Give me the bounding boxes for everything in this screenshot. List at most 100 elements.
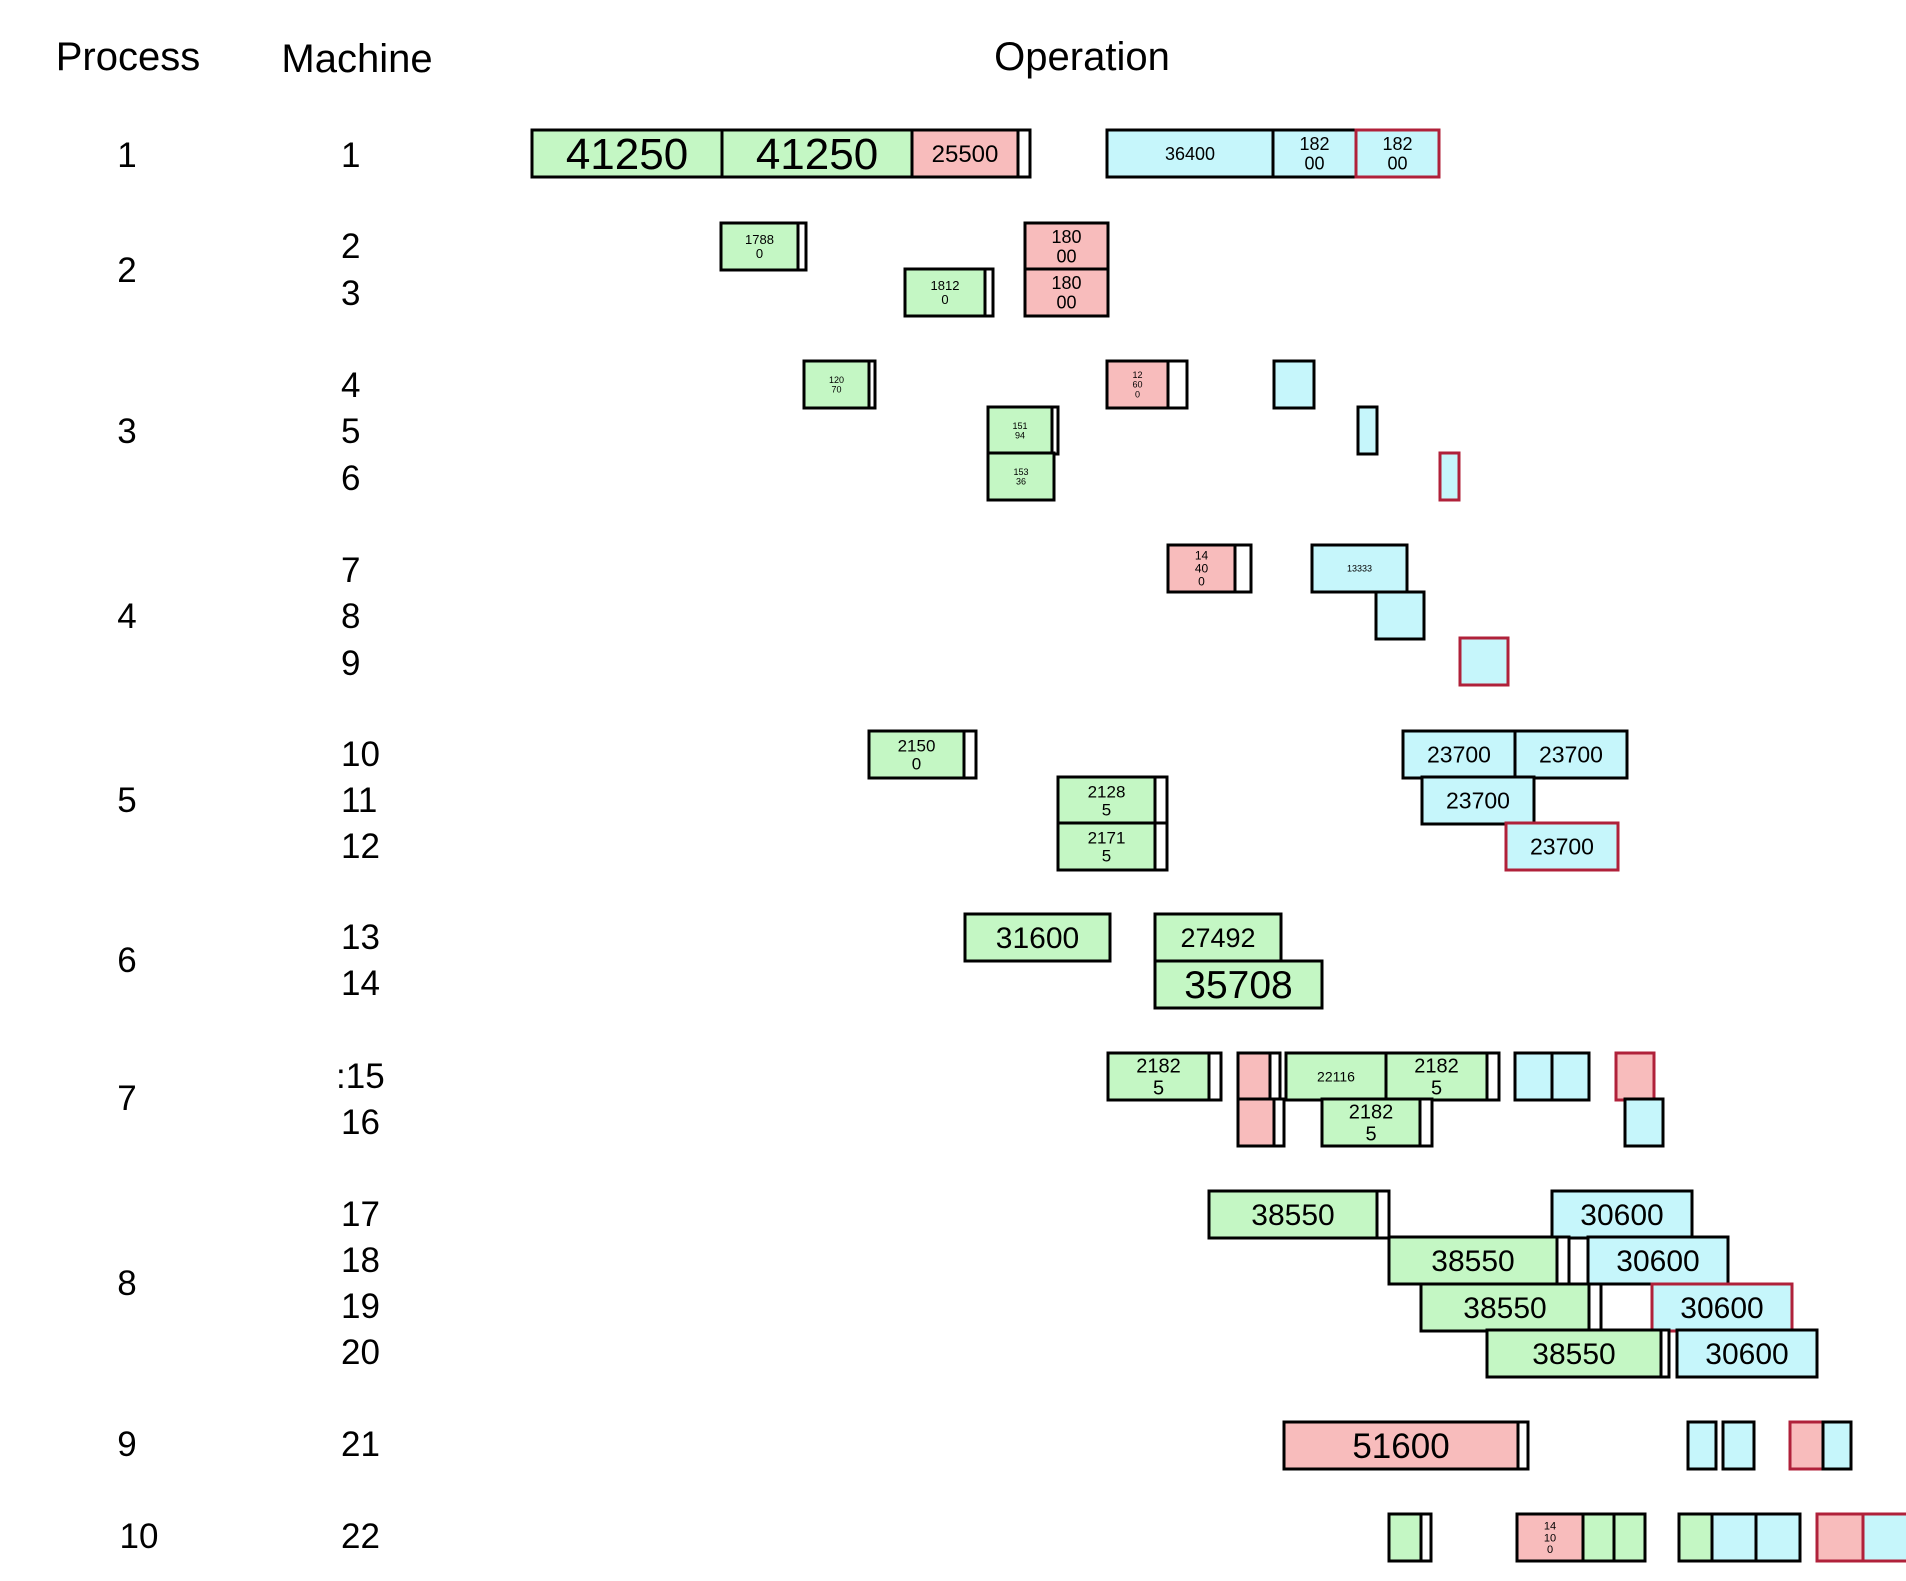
- machine-label: 18: [341, 1241, 380, 1280]
- operation-label: 30600: [1580, 1199, 1663, 1232]
- operation-block: 23700: [1401, 729, 1517, 780]
- operation-label: 38550: [1463, 1292, 1546, 1325]
- operation-label: 22116: [1317, 1068, 1355, 1084]
- operation-bar: [1023, 221, 1110, 272]
- operation-end-bar: [1375, 1189, 1391, 1240]
- operation-bar: [1384, 1051, 1501, 1102]
- operation-block: 14 10 0: [1515, 1512, 1585, 1563]
- operation-block: 12 60 0: [1105, 359, 1189, 410]
- operation-block: 27492: [1153, 912, 1283, 963]
- operation-bar: [1438, 451, 1461, 502]
- operation-end-bar: [1166, 359, 1189, 410]
- operation-bar: [1513, 729, 1629, 780]
- operation-block: [1236, 1097, 1286, 1148]
- machine-label: 8: [341, 597, 360, 636]
- operation-label: 12 60 0: [1132, 370, 1142, 399]
- operation-label: 35708: [1184, 964, 1292, 1007]
- operation-bar: [1153, 912, 1283, 963]
- machine-label: 1: [341, 136, 360, 175]
- operation-label: 151 94: [1012, 421, 1027, 441]
- operation-block: [1356, 405, 1379, 456]
- operation-bar: [1282, 1420, 1530, 1471]
- operation-block: [1387, 1512, 1433, 1563]
- operation-block: 2150 0: [867, 729, 978, 780]
- operation-bar: [1861, 1512, 1906, 1563]
- machine-label: 20: [341, 1333, 380, 1372]
- operation-bar: [1612, 1512, 1647, 1563]
- operation-label: 23700: [1530, 834, 1594, 860]
- operation-bar: [1754, 1512, 1802, 1563]
- operation-label: 153 36: [1013, 467, 1028, 487]
- process-label: 2: [117, 251, 136, 290]
- operation-block: 38550: [1485, 1328, 1671, 1379]
- operation-block: 182 00: [1354, 128, 1441, 179]
- operation-label: 31600: [996, 922, 1079, 955]
- operation-block: [1614, 1051, 1656, 1102]
- operation-label: 182 00: [1299, 134, 1329, 173]
- operation-blocks: 41250 41250 25500 36400 182 00 182 00 1788 0 180 00…: [530, 128, 1906, 1563]
- machine-header: Machine: [281, 37, 432, 81]
- operation-label: 30600: [1680, 1292, 1763, 1325]
- operation-block: [1438, 451, 1461, 502]
- operation-end-bar: [1587, 1282, 1603, 1333]
- operation-label: 14 40 0: [1195, 549, 1209, 589]
- operation-bar: [903, 267, 995, 318]
- operation-label: 25500: [932, 141, 999, 168]
- operation-label: 51600: [1352, 1427, 1449, 1466]
- operation-block: 151 94: [986, 405, 1060, 456]
- operation-bar: [1821, 1420, 1853, 1471]
- operation-header: Operation: [994, 35, 1170, 79]
- operation-label: 27492: [1180, 923, 1255, 953]
- operation-label: 120 70: [829, 375, 844, 395]
- operation-block: [1821, 1420, 1853, 1471]
- operation-bar: [720, 128, 914, 179]
- operation-block: 120 70: [802, 359, 877, 410]
- operation-bar: [963, 912, 1112, 963]
- operation-bar: [1374, 590, 1426, 641]
- operation-bar: [1207, 1189, 1391, 1240]
- operation-end-bar: [796, 221, 808, 272]
- operation-block: 41250: [530, 128, 724, 179]
- operation-block: 2182 5: [1320, 1097, 1434, 1148]
- operation-end-bar: [1516, 1420, 1530, 1471]
- operation-label: 2150 0: [898, 736, 936, 773]
- operation-label: 14 10 0: [1544, 1520, 1556, 1556]
- operation-block: 51600: [1282, 1420, 1530, 1471]
- operation-block: 30600: [1550, 1189, 1694, 1240]
- operation-block: 153 36: [986, 451, 1056, 502]
- operation-bar: [1271, 128, 1358, 179]
- operation-label: 23700: [1446, 788, 1510, 814]
- operation-block: 180 00: [1023, 267, 1110, 318]
- machine-label: 21: [341, 1425, 380, 1464]
- operation-end-bar: [867, 359, 877, 410]
- machine-label: 7: [341, 551, 360, 590]
- operation-block: 2128 5: [1056, 775, 1169, 826]
- operation-bar: [1788, 1420, 1825, 1471]
- operation-bar: [867, 729, 978, 780]
- machine-label: 12: [341, 827, 380, 866]
- operation-end-bar: [1016, 128, 1032, 179]
- operation-label: 2128 5: [1088, 782, 1126, 819]
- operation-end-bar: [1207, 1051, 1223, 1102]
- operation-label: 38550: [1532, 1338, 1615, 1371]
- operation-bar: [1354, 128, 1441, 179]
- machine-label: 5: [341, 412, 360, 451]
- operation-block: 41250: [720, 128, 914, 179]
- operation-label: 36400: [1165, 144, 1215, 164]
- operation-label: 2182 5: [1349, 1102, 1394, 1146]
- machine-label: 13: [341, 918, 380, 957]
- process-label: 9: [117, 1425, 136, 1464]
- machine-label: 4: [341, 366, 360, 405]
- operation-label: 13333: [1347, 564, 1372, 574]
- operation-label: 23700: [1539, 742, 1603, 768]
- machine-label: 22: [341, 1517, 380, 1556]
- operation-block: 182 00: [1271, 128, 1358, 179]
- operation-block: [1754, 1512, 1802, 1563]
- operation-end-bar: [1233, 543, 1253, 594]
- operation-block: [1861, 1512, 1906, 1563]
- process-label: 7: [117, 1079, 136, 1118]
- process-label: 10: [120, 1517, 159, 1556]
- operation-bar: [1023, 267, 1110, 318]
- operation-block: [1686, 1420, 1718, 1471]
